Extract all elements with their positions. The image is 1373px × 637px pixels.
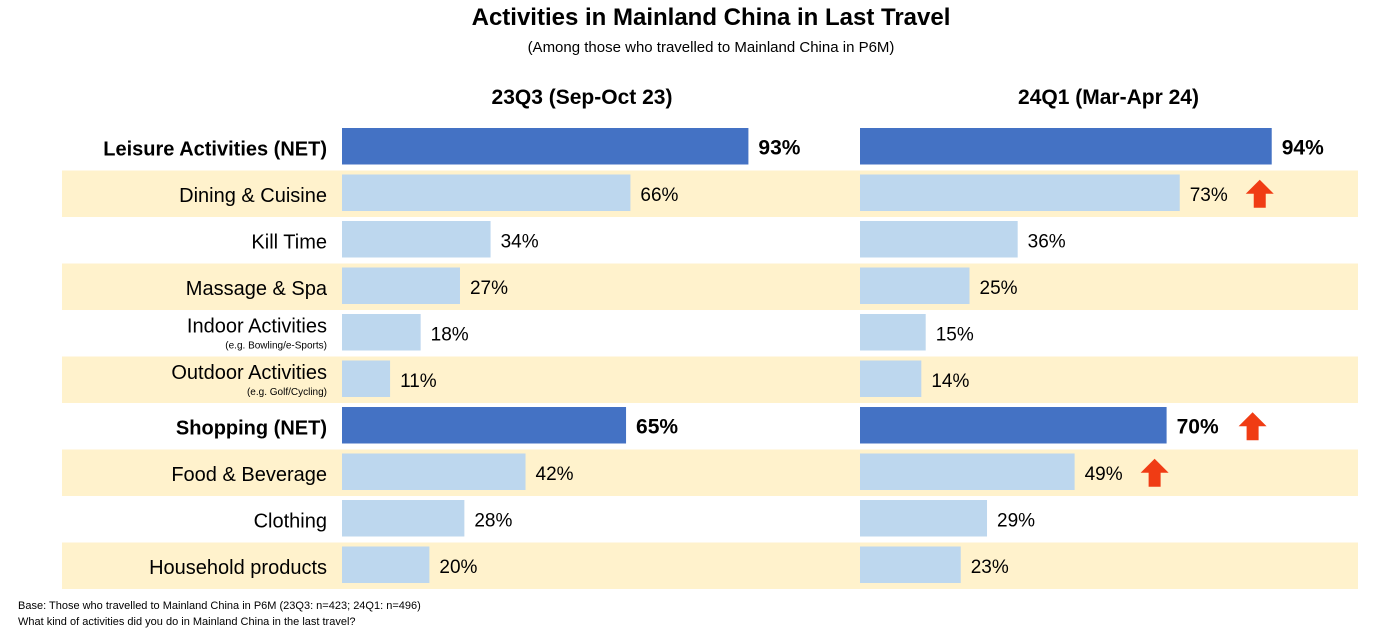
- data-label-s0-9: 20%: [439, 557, 477, 578]
- data-label-s1-3: 25%: [980, 278, 1018, 299]
- bar-s0-9: [342, 546, 430, 583]
- category-label-3: Massage & Spa: [186, 278, 328, 300]
- footnote-question: What kind of activities did you do in Ma…: [18, 616, 356, 628]
- data-label-s0-4: 18%: [431, 324, 469, 345]
- data-label-s0-2: 34%: [501, 231, 539, 252]
- bar-s0-1: [342, 174, 631, 211]
- bar-s0-0: [342, 128, 749, 165]
- category-label-0: Leisure Activities (NET): [103, 138, 327, 160]
- row-band-5: [62, 356, 1358, 403]
- bar-s1-5: [860, 360, 922, 397]
- data-label-s0-0: 93%: [758, 136, 800, 159]
- series-header-24q1: 24Q1 (Mar-Apr 24): [1018, 86, 1199, 109]
- chart-subtitle: (Among those who travelled to Mainland C…: [527, 39, 895, 56]
- bar-s0-8: [342, 500, 465, 537]
- row-band-3: [62, 263, 1358, 310]
- bar-s0-2: [342, 221, 491, 258]
- data-label-s0-7: 42%: [536, 464, 574, 485]
- up-arrow-icon: [1238, 412, 1267, 441]
- data-label-s1-4: 15%: [936, 324, 974, 345]
- category-label-8: Clothing: [254, 510, 327, 532]
- data-label-s1-9: 23%: [971, 557, 1009, 578]
- series-header-23q3: 23Q3 (Sep-Oct 23): [491, 86, 673, 109]
- data-label-s1-2: 36%: [1028, 231, 1066, 252]
- bar-s1-7: [860, 453, 1075, 490]
- data-label-s0-1: 66%: [640, 185, 678, 206]
- data-label-s0-5: 11%: [400, 371, 437, 392]
- category-label-9: Household products: [149, 557, 327, 579]
- category-label-5: Outdoor Activities: [171, 362, 327, 384]
- footnote-base: Base: Those who travelled to Mainland Ch…: [18, 600, 421, 612]
- data-label-s1-8: 29%: [997, 510, 1035, 531]
- bar-s0-7: [342, 453, 526, 490]
- data-label-s0-8: 28%: [474, 510, 512, 531]
- category-note-5: (e.g. Golf/Cycling): [247, 387, 327, 398]
- data-label-s0-6: 65%: [636, 415, 678, 438]
- bar-s1-0: [860, 128, 1272, 165]
- up-arrow-icon: [1140, 458, 1169, 487]
- bar-s1-8: [860, 500, 988, 537]
- category-label-4: Indoor Activities: [187, 315, 327, 337]
- bar-s0-3: [342, 267, 460, 304]
- bar-s0-5: [342, 360, 391, 397]
- bar-s1-6: [860, 407, 1167, 444]
- data-label-s1-5: 14%: [931, 371, 969, 392]
- bar-s1-2: [860, 221, 1018, 258]
- category-label-2: Kill Time: [251, 231, 327, 253]
- bar-s1-1: [860, 174, 1180, 211]
- bar-s0-6: [342, 407, 627, 444]
- bar-s1-9: [860, 546, 961, 583]
- category-label-7: Food & Beverage: [171, 464, 327, 486]
- row-band-9: [62, 542, 1358, 589]
- data-label-s1-6: 70%: [1177, 415, 1219, 438]
- up-arrow-icon: [1245, 179, 1274, 208]
- data-label-s0-3: 27%: [470, 278, 508, 299]
- data-label-s1-1: 73%: [1190, 185, 1228, 206]
- category-note-4: (e.g. Bowling/e-Sports): [225, 340, 327, 351]
- data-label-s1-7: 49%: [1085, 464, 1123, 485]
- data-label-s1-0: 94%: [1282, 136, 1324, 159]
- bar-s1-4: [860, 314, 926, 351]
- bar-s1-3: [860, 267, 970, 304]
- chart-title: Activities in Mainland China in Last Tra…: [471, 4, 951, 31]
- bar-s0-4: [342, 314, 421, 351]
- category-label-6: Shopping (NET): [176, 417, 327, 439]
- category-label-1: Dining & Cuisine: [179, 185, 327, 207]
